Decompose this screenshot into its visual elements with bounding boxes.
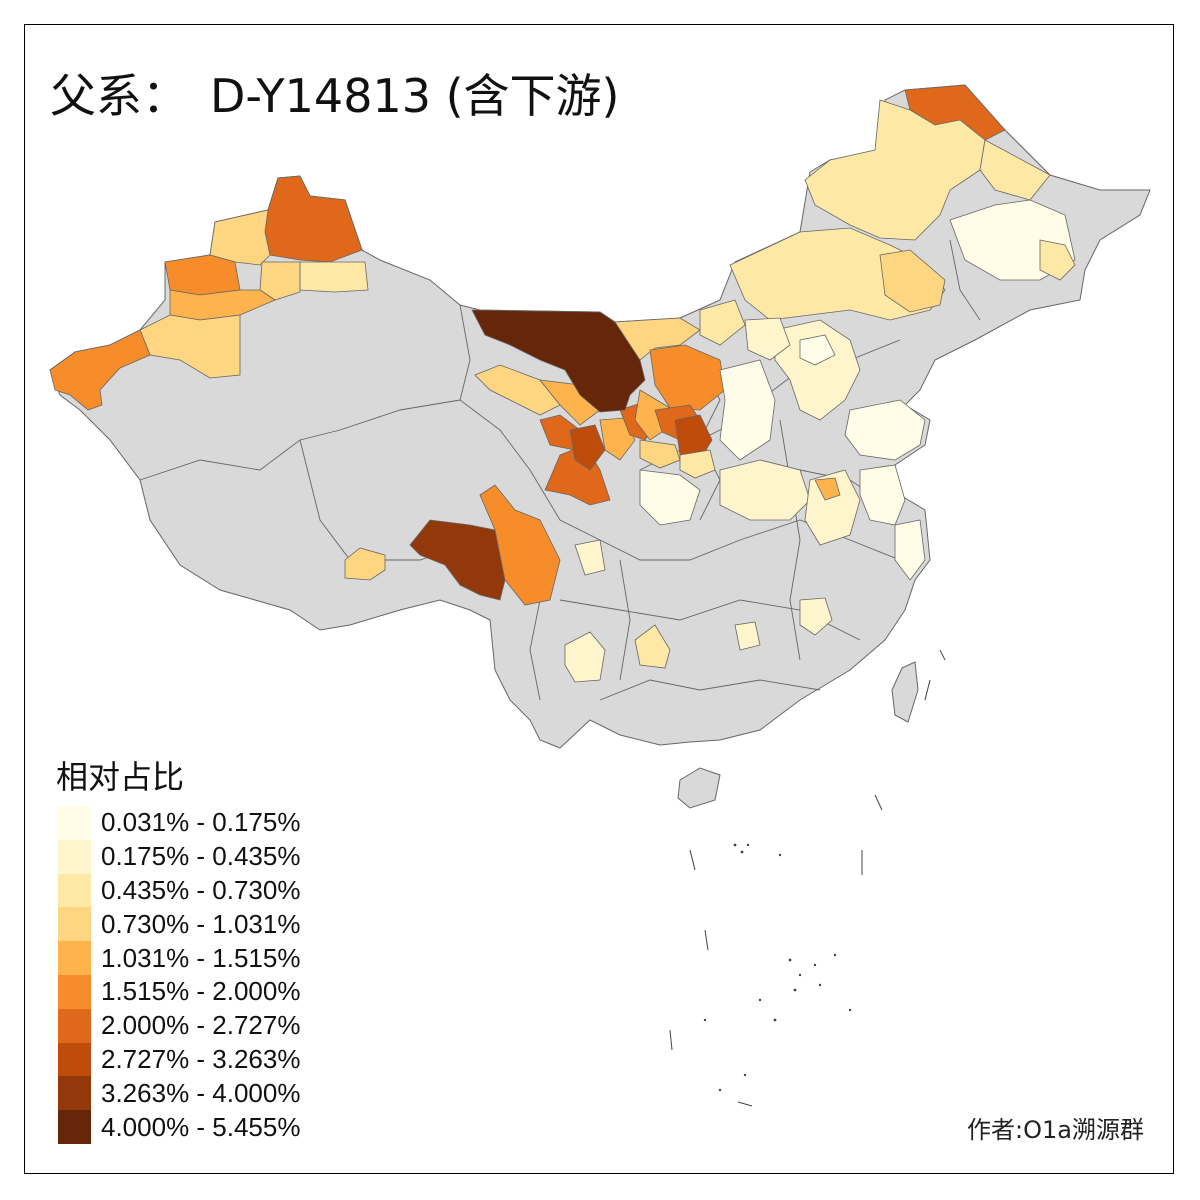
legend-label: 4.000% - 5.455% <box>101 1111 301 1142</box>
south-sea-islands <box>703 843 852 1092</box>
region-hubei <box>799 597 833 636</box>
region-linxia <box>599 417 636 461</box>
legend-label: 2.727% - 3.263% <box>101 1043 301 1074</box>
data-regions <box>49 84 1076 683</box>
region-kashgar <box>49 329 151 411</box>
region-hohhot <box>744 317 791 361</box>
region-aksu <box>139 314 241 379</box>
region-changji <box>299 261 369 293</box>
legend-title: 相对占比 <box>56 758 185 796</box>
region-guizhou <box>634 624 671 669</box>
legend-item: 0.175% - 0.435% <box>58 839 301 874</box>
region-shihezi <box>259 261 301 301</box>
legend-item: 0.730% - 1.031% <box>58 907 301 942</box>
legend-label: 0.435% - 0.730% <box>101 874 301 905</box>
legend-item: 0.031% - 0.175% <box>58 806 300 840</box>
legend-swatch <box>58 941 91 975</box>
region-xuzhou <box>814 477 841 501</box>
region-yanan <box>674 414 713 461</box>
legend-item: 4.000% - 5.455% <box>58 1110 300 1144</box>
region-gannan <box>569 424 606 471</box>
legend-swatch <box>58 806 91 840</box>
legend-label: 3.263% - 4.000% <box>101 1077 301 1108</box>
region-hulunbuir <box>804 99 986 241</box>
legend-item: 3.263% - 4.000% <box>58 1076 301 1111</box>
coast-details <box>669 649 946 1107</box>
region-henan <box>719 459 811 521</box>
region-anhui <box>804 469 861 546</box>
region-nyingchi <box>409 519 506 601</box>
region-jilin <box>1039 239 1076 281</box>
legend-label: 0.730% - 1.031% <box>101 908 301 939</box>
region-altay <box>264 175 363 263</box>
region-hebei <box>774 319 861 421</box>
region-shandong <box>844 399 926 461</box>
region-chifeng <box>879 249 946 313</box>
legend-item: 2.727% - 3.263% <box>58 1042 301 1077</box>
region-shigatse <box>344 547 386 581</box>
legend-label: 0.175% - 0.435% <box>101 841 301 872</box>
region-yunnan <box>564 631 606 683</box>
region-ordos <box>649 344 726 411</box>
region-bayannur <box>614 317 701 361</box>
title-prefix: 父系： <box>50 69 188 123</box>
region-haixi <box>474 364 561 416</box>
region-shanxi <box>719 359 776 461</box>
legend-label: 0.031% - 0.175% <box>101 807 301 838</box>
legend-label: 2.000% - 2.727% <box>101 1010 301 1041</box>
region-beijing <box>799 334 836 366</box>
map-title: 父系： D-Y14813 (含下游) <box>50 60 620 126</box>
region-chongqing <box>574 539 606 576</box>
legend-swatch <box>58 974 91 1009</box>
legend: 0.031% - 0.175% 0.175% - 0.435% 0.435% - 0… <box>58 806 300 1144</box>
hainan-island <box>677 767 721 809</box>
legend-swatch <box>58 907 91 942</box>
region-ganzi <box>479 484 561 606</box>
legend-swatch <box>58 1042 91 1077</box>
legend-item: 2.000% - 2.727% <box>58 1008 301 1043</box>
legend-swatch <box>58 873 91 908</box>
legend-item: 0.435% - 0.730% <box>58 873 301 908</box>
region-heihe <box>979 139 1051 201</box>
legend-swatch <box>58 1076 91 1111</box>
region-tacheng <box>209 209 271 266</box>
legend-swatch <box>58 839 91 874</box>
region-weinan <box>639 439 681 469</box>
region-hunan <box>734 621 761 651</box>
region-xian <box>679 449 716 479</box>
legend-item: 1.515% - 2.000% <box>58 974 301 1009</box>
title-haplogroup: D-Y14813 (含下游) <box>210 69 620 123</box>
region-bortala <box>164 254 241 296</box>
author-credit: 作者:O1a溯源群 <box>967 1116 1144 1144</box>
region-shaanxi-s <box>639 469 701 526</box>
legend-label: 1.515% - 2.000% <box>101 976 301 1007</box>
legend-swatch <box>58 1008 91 1043</box>
legend-item: 1.031% - 1.515% <box>58 941 300 975</box>
legend-swatch <box>58 1110 91 1144</box>
region-zhejiang <box>894 519 926 581</box>
legend-label: 1.031% - 1.515% <box>101 942 301 973</box>
taiwan-island <box>891 661 919 723</box>
region-baotou <box>699 299 746 346</box>
